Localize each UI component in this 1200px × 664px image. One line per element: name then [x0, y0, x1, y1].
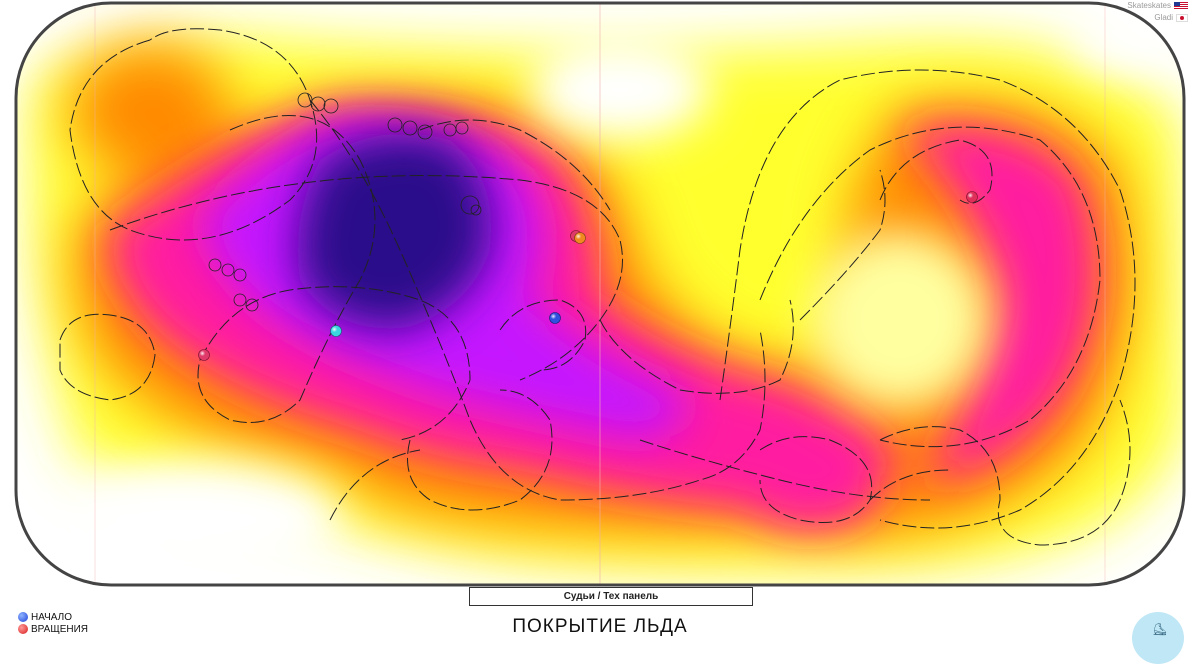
legend-label: ВРАЩЕНИЯ	[31, 623, 89, 635]
spin-marker	[549, 312, 561, 324]
heatmap	[28, 3, 1184, 585]
spin-marker	[966, 191, 978, 203]
skater-name: Skateskates	[1127, 1, 1171, 10]
turn-loops	[208, 92, 482, 312]
skater-name: Gladi	[1154, 13, 1173, 22]
start-marker	[330, 325, 342, 337]
start-dot-icon	[18, 612, 28, 622]
spin-marker	[570, 230, 586, 244]
spin-dot-icon	[18, 624, 28, 634]
skater-row: Gladi	[1127, 12, 1188, 24]
legend-item-spins: ВРАЩЕНИЯ	[18, 623, 88, 635]
spin-marker	[198, 349, 210, 361]
ice-rink	[14, 1, 1186, 587]
rink-boards	[14, 1, 1186, 587]
logo: ⛸	[1132, 612, 1184, 664]
legend-label: НАЧАЛО	[31, 611, 73, 623]
judges-panel-label: Судьи / Тех панель	[469, 587, 753, 606]
skater-row: Skateskates	[1127, 0, 1188, 12]
legend-item-start: НАЧАЛО	[18, 611, 88, 623]
skating-trace	[59, 28, 1136, 546]
element-markers	[198, 191, 978, 361]
marker-legend: НАЧАЛО ВРАЩЕНИЯ	[18, 611, 88, 635]
flag-jp-icon	[1176, 14, 1188, 22]
skaters-legend: Skateskates Gladi	[1127, 0, 1188, 24]
flag-us-icon	[1174, 2, 1188, 10]
skater-logo-icon: ⛸	[1152, 622, 1168, 636]
page-title: ПОКРЫТИЕ ЛЬДА	[512, 616, 688, 637]
